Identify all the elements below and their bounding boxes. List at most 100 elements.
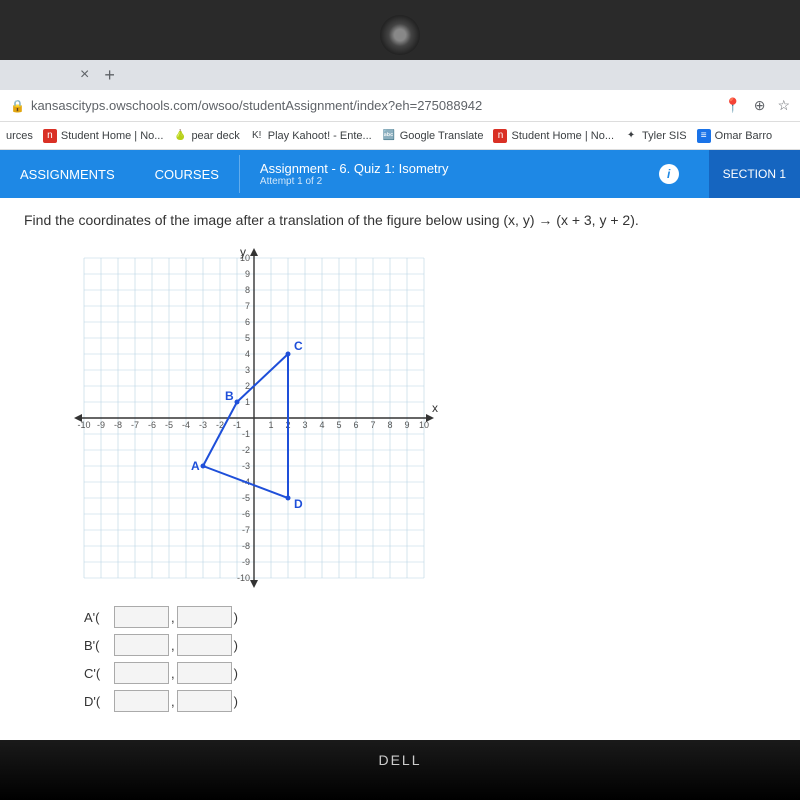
svg-text:-6: -6 (242, 509, 250, 519)
bookmark-item[interactable]: ≡ Omar Barro (697, 129, 772, 143)
bookmark-label: Student Home | No... (61, 130, 164, 142)
info-icon[interactable]: i (659, 164, 679, 184)
svg-text:8: 8 (387, 420, 392, 430)
svg-text:3: 3 (302, 420, 307, 430)
content-area: Find the coordinates of the image after … (0, 198, 800, 732)
svg-text:D: D (294, 497, 303, 511)
bookmark-label: Play Kahoot! - Ente... (268, 130, 372, 142)
assignment-title: - 6. Quiz 1: Isometry (331, 161, 448, 176)
svg-text:-1: -1 (233, 420, 241, 430)
svg-text:10: 10 (419, 420, 429, 430)
svg-text:7: 7 (370, 420, 375, 430)
bookmarks-bar: urces n Student Home | No... 🍐 pear deck K! P… (0, 122, 800, 150)
svg-text:-5: -5 (242, 493, 250, 503)
svg-text:-6: -6 (148, 420, 156, 430)
answer-y-input[interactable] (177, 662, 232, 684)
answer-label: D'( (84, 694, 112, 709)
svg-text:-3: -3 (242, 461, 250, 471)
svg-text:-9: -9 (242, 557, 250, 567)
svg-text:3: 3 (245, 365, 250, 375)
graph-svg: -10-9-8-7-6-5-4-3-2-112345678910-10-9-8-… (64, 238, 444, 598)
answer-label: A'( (84, 610, 112, 625)
answer-y-input[interactable] (177, 606, 232, 628)
answer-y-input[interactable] (177, 634, 232, 656)
svg-text:-3: -3 (199, 420, 207, 430)
svg-text:x: x (432, 401, 438, 415)
svg-text:-10: -10 (237, 573, 250, 583)
url-actions: 📍 ⊕ ☆ (724, 97, 790, 114)
svg-text:4: 4 (319, 420, 324, 430)
lock-icon: 🔒 (10, 99, 25, 113)
bookmark-icon: ✦ (624, 129, 638, 143)
star-icon[interactable]: ☆ (777, 97, 790, 114)
answer-row: A'( , ) (84, 606, 776, 628)
zoom-icon[interactable]: ⊕ (754, 97, 766, 114)
svg-text:-8: -8 (242, 541, 250, 551)
address-bar[interactable]: 🔒 kansascityps.owschools.com/owsoo/stude… (0, 90, 800, 122)
tab-courses[interactable]: COURSES (135, 150, 239, 198)
svg-text:A: A (191, 459, 200, 473)
bookmark-label: Tyler SIS (642, 130, 687, 142)
section-button[interactable]: SECTION 1 (709, 150, 800, 198)
bookmark-item[interactable]: 🔤 Google Translate (382, 129, 484, 143)
bookmark-item[interactable]: n Student Home | No... (43, 129, 164, 143)
svg-text:-5: -5 (165, 420, 173, 430)
svg-text:-9: -9 (97, 420, 105, 430)
svg-text:C: C (294, 339, 303, 353)
new-tab-icon[interactable]: + (104, 65, 115, 86)
attempt-text: Attempt 1 of 2 (260, 176, 639, 187)
bookmark-icon: ≡ (697, 129, 711, 143)
bookmark-icon: 🍐 (173, 129, 187, 143)
svg-text:9: 9 (245, 269, 250, 279)
assignment-info: Assignment - 6. Quiz 1: Isometry Attempt… (239, 155, 659, 193)
svg-text:7: 7 (245, 301, 250, 311)
answer-row: B'( , ) (84, 634, 776, 656)
svg-text:-4: -4 (182, 420, 190, 430)
coordinate-graph: -10-9-8-7-6-5-4-3-2-112345678910-10-9-8-… (64, 238, 444, 598)
svg-text:5: 5 (245, 333, 250, 343)
bookmark-label: Omar Barro (715, 130, 772, 142)
answer-inputs: A'( , ) B'( , ) C'( , ) D'( , ) (84, 606, 776, 712)
svg-text:-8: -8 (114, 420, 122, 430)
keyboard-area: DELL (0, 740, 800, 800)
bookmark-icon: n (493, 129, 507, 143)
svg-text:-7: -7 (242, 525, 250, 535)
bookmark-item[interactable]: nStudent Home | No... (493, 129, 614, 143)
svg-text:8: 8 (245, 285, 250, 295)
svg-text:-7: -7 (131, 420, 139, 430)
answer-x-input[interactable] (114, 690, 169, 712)
browser-tabstrip: × + (0, 60, 800, 90)
svg-text:-10: -10 (77, 420, 90, 430)
svg-text:B: B (225, 389, 234, 403)
svg-text:6: 6 (353, 420, 358, 430)
bookmark-icon: 🔤 (382, 129, 396, 143)
svg-text:y: y (240, 245, 246, 259)
answer-x-input[interactable] (114, 606, 169, 628)
laptop-frame: × + 🔒 kansascityps.owschools.com/owsoo/s… (0, 0, 800, 800)
svg-text:1: 1 (268, 420, 273, 430)
url-text: kansascityps.owschools.com/owsoo/student… (31, 98, 724, 113)
bookmark-icon: K! (250, 129, 264, 143)
answer-y-input[interactable] (177, 690, 232, 712)
laptop-brand: DELL (378, 752, 421, 768)
location-icon[interactable]: 📍 (724, 97, 741, 114)
bookmark-label: Google Translate (400, 130, 484, 142)
webcam (380, 15, 420, 55)
tab-assignments[interactable]: ASSIGNMENTS (0, 150, 135, 198)
bookmark-item[interactable]: 🍐 pear deck (173, 129, 239, 143)
bookmark-label: pear deck (191, 130, 239, 142)
bookmark-icon: n (43, 129, 57, 143)
answer-label: B'( (84, 638, 112, 653)
answer-row: D'( , ) (84, 690, 776, 712)
app-header: ASSIGNMENTS COURSES Assignment - 6. Quiz… (0, 150, 800, 198)
bookmark-item[interactable]: ✦ Tyler SIS (624, 129, 687, 143)
answer-x-input[interactable] (114, 662, 169, 684)
bookmark-item[interactable]: K! Play Kahoot! - Ente... (250, 129, 372, 143)
answer-x-input[interactable] (114, 634, 169, 656)
close-tab-icon[interactable]: × (80, 66, 89, 84)
answer-label: C'( (84, 666, 112, 681)
bookmarks-prefix: urces (6, 130, 33, 142)
assignment-label: Assignment (260, 161, 328, 176)
answer-row: C'( , ) (84, 662, 776, 684)
svg-text:-1: -1 (242, 429, 250, 439)
